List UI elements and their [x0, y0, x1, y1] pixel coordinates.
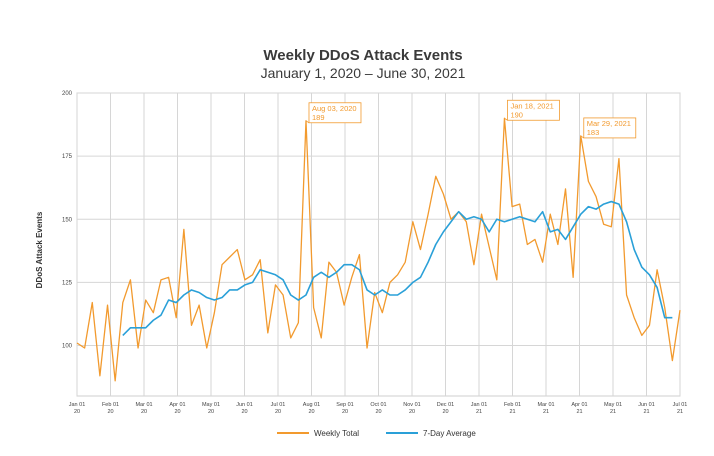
x-tick-label: Aug 01: [303, 402, 320, 408]
x-tick-label: Mar 01: [135, 402, 152, 408]
x-tick-label: Mar 01: [537, 402, 554, 408]
series-lines: [76, 117, 681, 382]
x-tick-label: Oct 01: [370, 402, 386, 408]
x-tick-year: 21: [543, 409, 549, 415]
x-tick-year: 20: [375, 409, 381, 415]
y-axis-label: DDoS Attack Events: [35, 211, 44, 288]
x-tick-year: 20: [141, 409, 147, 415]
y-tick-label: 150: [62, 217, 73, 223]
x-tick-label: Feb 01: [504, 402, 521, 408]
annotation-box: [308, 102, 362, 124]
annotation-date: Aug 03, 2020: [312, 104, 357, 113]
x-tick-year: 21: [677, 409, 683, 415]
series-line-7-day-average: [122, 200, 673, 336]
y-tick-label: 100: [62, 344, 73, 350]
annotation-value: 183: [587, 128, 600, 137]
x-tick-label: Apr 01: [571, 402, 587, 408]
series-line-weekly-total: [76, 117, 681, 382]
x-tick-label: Jul 01: [673, 402, 688, 408]
x-tick-year: 20: [74, 409, 80, 415]
annotation-value: 189: [312, 113, 325, 122]
x-tick-year: 20: [174, 409, 180, 415]
legend-label-weekly-total: Weekly Total: [314, 429, 359, 438]
x-tick-year: 21: [509, 409, 515, 415]
annotation-date: Mar 29, 2021: [587, 119, 631, 128]
x-tick-year: 21: [576, 409, 582, 415]
annotation-box: [507, 99, 560, 121]
annotation-leader: [305, 120, 310, 124]
x-tick-year: 20: [107, 409, 113, 415]
x-tick-year: 21: [610, 409, 616, 415]
x-tick-label: Jan 01: [471, 402, 488, 408]
x-tick-label: Jan 01: [69, 402, 86, 408]
annotation-value: 190: [510, 110, 523, 119]
y-tick-label: 175: [62, 154, 73, 160]
x-tick-year: 20: [442, 409, 448, 415]
annotation-leader: [504, 117, 508, 121]
legend: Weekly Total 7-Day Average: [277, 429, 476, 438]
annotation-leader: [580, 135, 584, 139]
x-tick-label: Jul 01: [271, 402, 286, 408]
x-tick-year: 21: [476, 409, 482, 415]
x-tick-year: 20: [241, 409, 247, 415]
chart-title: Weekly DDoS Attack Events: [263, 47, 462, 64]
annotation-box: [583, 117, 637, 139]
x-tick-year: 21: [643, 409, 649, 415]
y-tick-labels: 100 125 150 175 200: [62, 91, 73, 350]
x-tick-year: 20: [275, 409, 281, 415]
x-tick-year: 20: [308, 409, 314, 415]
x-tick-year: 20: [409, 409, 415, 415]
x-tick-label: Nov 01: [403, 402, 420, 408]
x-tick-year: 20: [342, 409, 348, 415]
x-tick-label: Jun 01: [638, 402, 655, 408]
chart-subtitle: January 1, 2020 – June 30, 2021: [261, 65, 466, 81]
legend-label-7-day-average: 7-Day Average: [423, 429, 476, 438]
x-tick-label: Jun 01: [236, 402, 253, 408]
y-tick-label: 125: [62, 280, 73, 286]
y-tick-label: 200: [62, 91, 73, 97]
x-tick-label: Dec 01: [437, 402, 454, 408]
x-tick-label: Sep 01: [336, 402, 353, 408]
annotation-date: Jan 18, 2021: [510, 101, 553, 110]
x-tick-label: May 01: [604, 402, 622, 408]
x-tick-label: May 01: [202, 402, 220, 408]
x-tick-label: Apr 01: [169, 402, 185, 408]
x-tick-year: 20: [208, 409, 214, 415]
x-tick-label: Feb 01: [102, 402, 119, 408]
gridlines: [76, 92, 681, 397]
